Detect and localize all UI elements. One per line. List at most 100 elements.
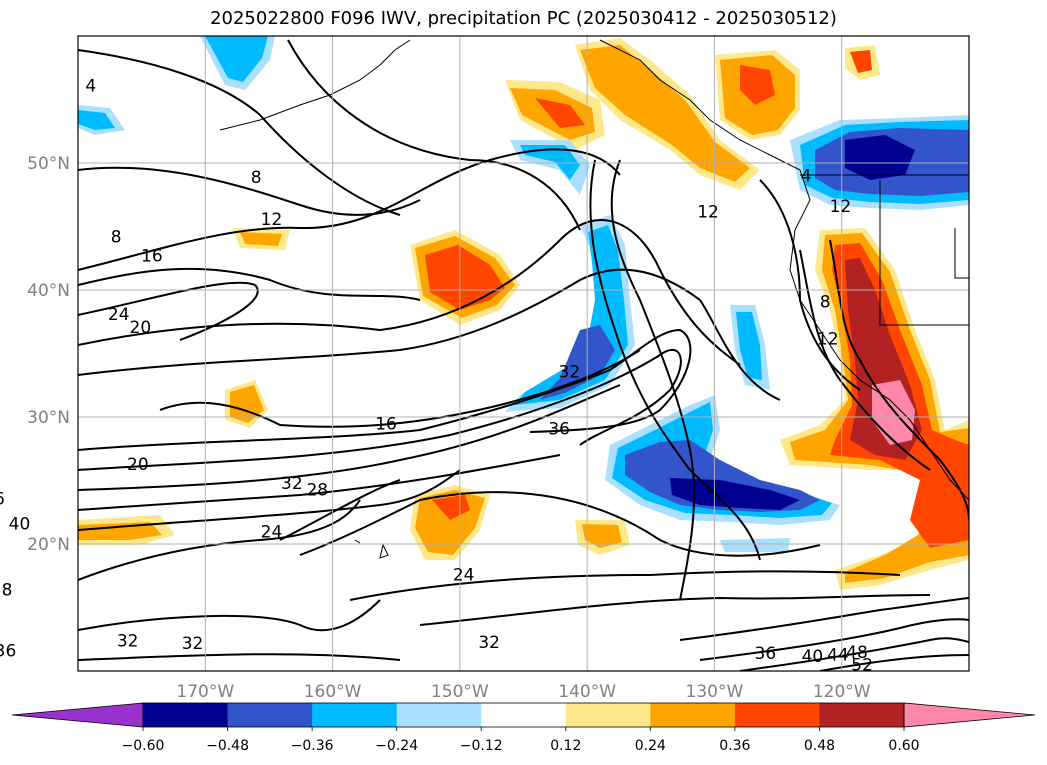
- colorbar-tick-label: 0.24: [635, 738, 666, 754]
- iwv-contour: [78, 49, 401, 216]
- iwv-contour-label: 32: [478, 633, 500, 653]
- iwv-contour-label: 16: [141, 247, 163, 267]
- iwv-contour: [78, 328, 692, 451]
- iwv-contour: [78, 166, 421, 216]
- colorbar: −0.60 −0.48 −0.36 −0.24 −0.12 0.12 0.24 0.36 0.4…: [11, 702, 1036, 754]
- plot-frame: [77, 35, 970, 672]
- iwv-contour: [419, 594, 931, 626]
- colorbar-tick-label: −0.60: [122, 738, 165, 754]
- iwv-contour: [78, 454, 561, 511]
- iwv-contour-label: 28: [306, 480, 328, 500]
- pos-region: [432, 495, 470, 520]
- colorbar-segment: [481, 703, 567, 727]
- coastline: [379, 543, 389, 559]
- coastline: [354, 539, 361, 544]
- map-title: 2025022800 F096 IWV, precipitation PC (2…: [210, 8, 837, 29]
- iwv-contour-label: 36: [0, 642, 16, 662]
- iwv-contour: [78, 349, 682, 471]
- x-tick-label: 140°W: [558, 682, 616, 702]
- iwv-contour: [299, 491, 821, 557]
- colorbar-tick-label: 0.48: [804, 738, 835, 754]
- iwv-contour: [610, 159, 696, 601]
- iwv-contours: [78, 39, 969, 671]
- coastline: [219, 39, 411, 131]
- colorbar-segment: [143, 703, 229, 727]
- iwv-contour: [159, 349, 641, 428]
- iwv-contour: [78, 599, 381, 632]
- iwv-contour-label: 40: [9, 515, 31, 535]
- iwv-contour-label: 48: [846, 643, 868, 663]
- iwv-contour-label: 28: [0, 581, 12, 601]
- iwv-contour: [78, 148, 621, 271]
- iwv-contour: [739, 637, 969, 671]
- iwv-contour: [699, 618, 969, 661]
- iwv-contour: [829, 239, 969, 521]
- iwv-contour-label: 20: [130, 318, 152, 338]
- iwv-contour-label: 36: [755, 644, 777, 664]
- colorbar-segment: [734, 703, 820, 727]
- colorbar-frame: [142, 702, 905, 728]
- x-tick-label: 120°W: [813, 682, 871, 702]
- y-tick-label: 30°N: [27, 408, 70, 428]
- iwv-contour-label: 8: [820, 292, 831, 312]
- neg-region: [205, 36, 268, 82]
- pos-region: [425, 245, 505, 310]
- x-tick-label: 150°W: [431, 682, 489, 702]
- neg-region: [845, 135, 915, 180]
- iwv-contour-label: 32: [182, 634, 204, 654]
- iwv-contour: [349, 570, 901, 601]
- iwv-contour: [78, 267, 421, 301]
- iwv-contour-label: 24: [261, 522, 283, 542]
- neg-region: [78, 110, 115, 130]
- iwv-contour-label: 4: [85, 77, 96, 97]
- iwv-contour-label: 24: [108, 305, 130, 325]
- x-tick-labels: 170°W 160°W 150°W 140°W 130°W 120°W: [176, 682, 870, 702]
- iwv-contour: [78, 268, 781, 401]
- iwv-contour-label: 12: [830, 197, 852, 217]
- iwv-contour-label: 8: [251, 168, 262, 188]
- y-tick-label: 20°N: [27, 535, 70, 555]
- iwv-contour: [679, 597, 969, 641]
- pos-region: [580, 45, 750, 182]
- colorbar-segment: [650, 703, 736, 727]
- neg-region: [736, 312, 762, 380]
- iwv-contour-label: 20: [127, 455, 149, 475]
- iwv-contour: [819, 654, 969, 671]
- x-tick-label: 130°W: [686, 682, 744, 702]
- iwv-contour: [78, 384, 621, 491]
- colorbar-tick-label: −0.36: [291, 738, 334, 754]
- neg-region: [670, 478, 800, 510]
- iwv-contour-label: 32: [281, 474, 303, 494]
- iwv-contour-label: 36: [548, 419, 570, 439]
- colorbar-tick-label: −0.12: [460, 738, 503, 754]
- colorbar-tick-label: 0.36: [719, 738, 750, 754]
- iwv-contour: [78, 281, 259, 341]
- iwv-contour: [799, 249, 931, 471]
- colorbar-extend-min: [11, 702, 144, 728]
- iwv-contour-label: 52: [851, 656, 873, 676]
- iwv-contour: [279, 479, 401, 541]
- gridlines: [78, 36, 969, 671]
- colorbar-segment: [819, 703, 905, 727]
- pos-region: [582, 524, 622, 548]
- colorbar-segment: [565, 703, 651, 727]
- iwv-contour-label: 16: [375, 414, 397, 434]
- iwv-contour: [287, 39, 581, 231]
- colorbar-tick-label: 0.12: [550, 738, 581, 754]
- pos-region: [240, 232, 282, 246]
- coastline: [879, 180, 969, 326]
- iwv-contour: [78, 653, 401, 661]
- iwv-contour-label: 4: [801, 167, 812, 187]
- pos-region: [740, 65, 775, 105]
- pos-region: [535, 98, 585, 128]
- contour-labels: 4881212162420163236203632284024282432323…: [0, 77, 873, 676]
- iwv-contour-label: 40: [802, 647, 824, 667]
- iwv-contour: [78, 499, 361, 581]
- pos-region: [78, 522, 162, 540]
- colorbar-tick-label: −0.24: [375, 738, 418, 754]
- iwv-contour-label: 12: [817, 329, 839, 349]
- iwv-contour-label: 32: [559, 362, 581, 382]
- y-tick-labels: 50°N 40°N 30°N 20°N: [27, 154, 70, 555]
- iwv-contour-label: 8: [111, 228, 122, 248]
